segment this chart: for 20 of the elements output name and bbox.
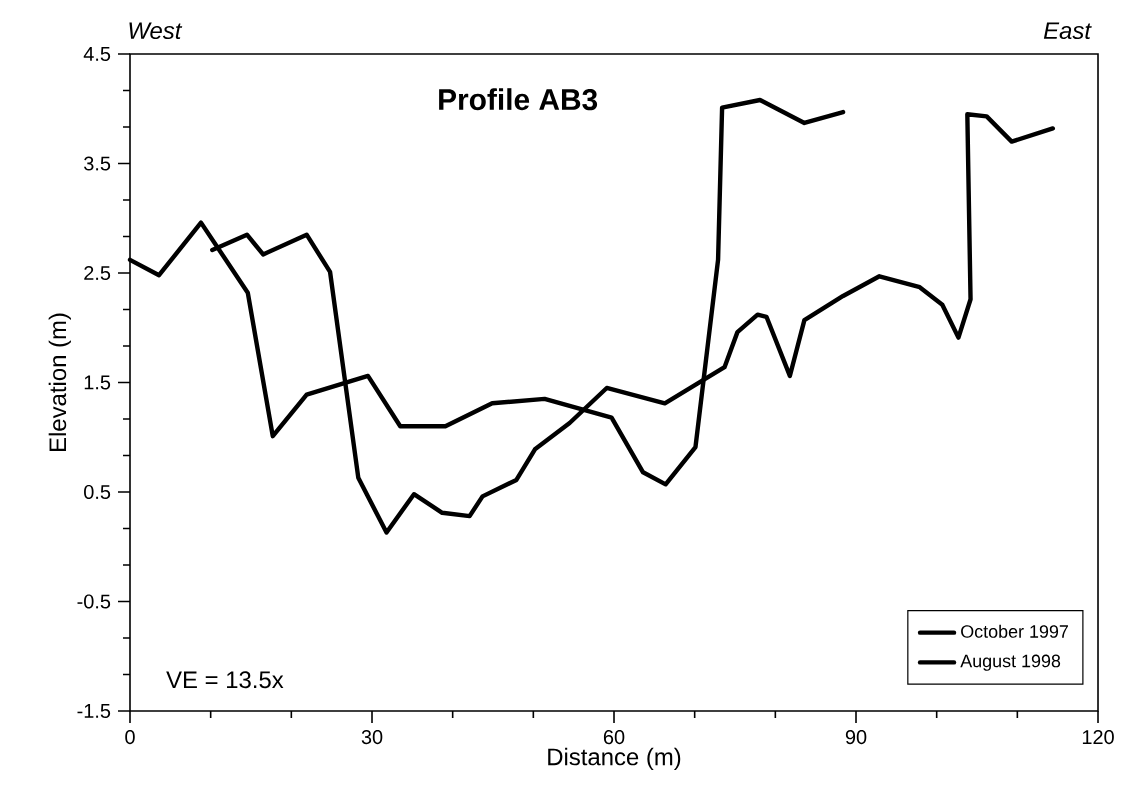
x-tick-label: 60 [603,730,625,745]
y-axis-title: Elevation (m) [48,313,71,451]
y-tick-label: -1.5 [77,704,111,718]
x-tick-label: 0 [125,730,135,745]
legend-label: October 1997 [961,624,1068,638]
annotation: VE = 13.5x [166,671,284,689]
y-tick-label: 0.5 [84,484,111,500]
x-tick-label: 120 [1082,730,1114,745]
y-tick-label: 2.5 [84,265,111,281]
y-tick-label: 4.5 [83,47,111,61]
text: East [1043,22,1092,40]
x-tick-label: 90 [845,730,867,745]
y-tick-label: 1.5 [84,375,111,390]
text: Profile AB3 [439,88,598,111]
y-tick-label: 3.5 [84,156,111,171]
y-tick-label: -0.5 [77,594,111,609]
x-axis-title: Distance (m) [548,747,681,771]
text: West [129,22,183,40]
x-tick-label: 30 [361,730,383,745]
legend-label: August 1998 [960,654,1061,671]
